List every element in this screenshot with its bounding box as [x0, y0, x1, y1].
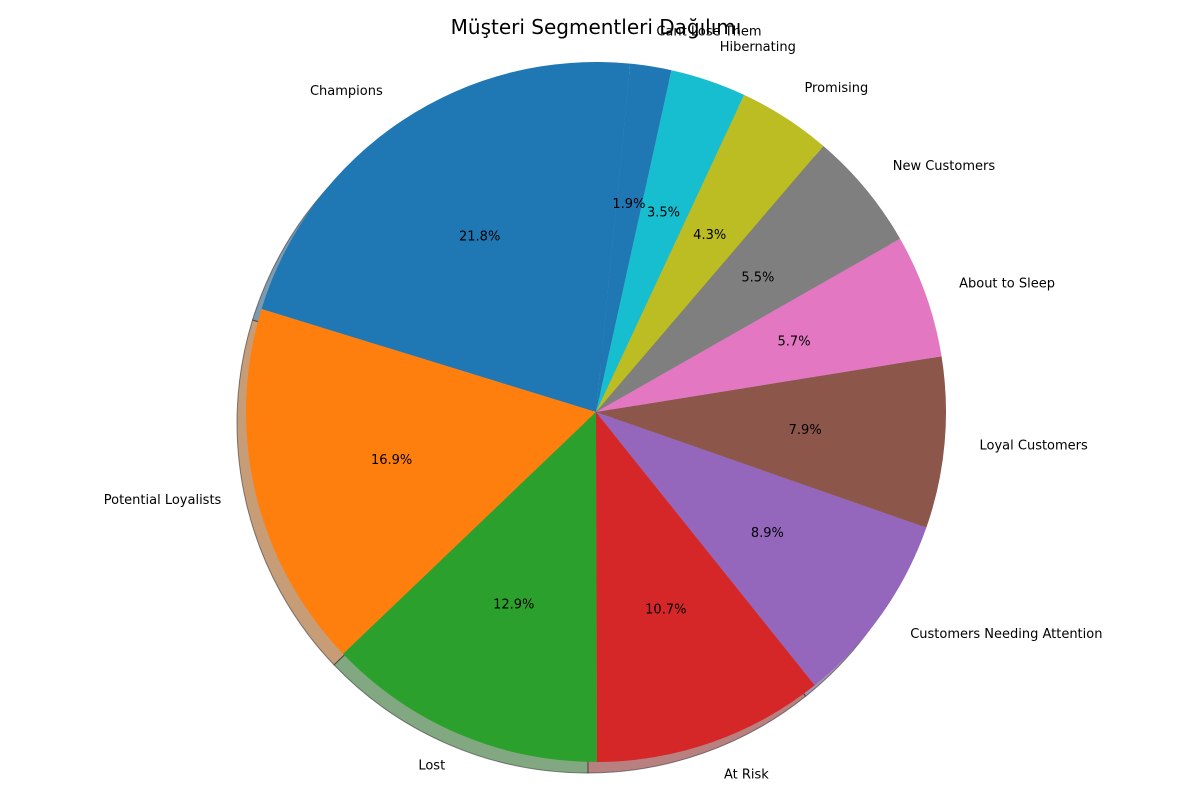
slice-pct-customers-needing-attention: 8.9% [751, 526, 784, 541]
slice-label-potential-loyalists: Potential Loyalists [104, 493, 222, 508]
slice-at-risk [596, 412, 815, 762]
slice-label-cant-lose-them: Cant Lose Them [656, 24, 761, 39]
slice-label-customers-needing-attention: Customers Needing Attention [910, 627, 1102, 642]
slice-loyal-customers [596, 356, 947, 528]
slice-label-new-customers: New Customers [893, 159, 996, 174]
slice-customers-needing-attention [596, 412, 927, 686]
slice-hibernating [596, 70, 745, 412]
slice-pct-about-to-sleep: 5.7% [778, 335, 811, 350]
slice-pct-potential-loyalists: 16.9% [371, 453, 412, 468]
slice-label-at-risk: At Risk [724, 768, 769, 783]
slice-about-to-sleep [596, 238, 942, 412]
slice-cant-lose-them [596, 63, 672, 413]
slice-pct-lost: 12.9% [493, 598, 534, 613]
slice-label-loyal-customers: Loyal Customers [980, 438, 1089, 453]
slice-champions [261, 62, 631, 412]
slice-pct-loyal-customers: 7.9% [789, 423, 822, 438]
slice-new-customers [596, 145, 901, 412]
pie-labels: Champions 21.8% Potential Loyalists 16.9% Lo… [104, 24, 1103, 782]
slice-pct-new-customers: 5.5% [741, 271, 774, 286]
slice-label-lost: Lost [418, 759, 445, 774]
slice-pct-cant-lose-them: 1.9% [612, 197, 645, 212]
chart-title: Müşteri Segmentleri Dağılımı [451, 15, 742, 39]
slice-lost [343, 412, 597, 763]
slice-pct-champions: 21.8% [459, 230, 500, 245]
slice-pct-promising: 4.3% [693, 228, 726, 243]
slice-label-champions: Champions [310, 84, 383, 99]
slice-pct-hibernating: 3.5% [647, 206, 680, 221]
pie-slices [246, 62, 947, 763]
slice-potential-loyalists [246, 308, 597, 654]
slice-label-promising: Promising [804, 81, 868, 96]
slice-pct-at-risk: 10.7% [645, 603, 686, 618]
slice-promising [596, 94, 824, 413]
slice-label-about-to-sleep: About to Sleep [959, 276, 1055, 291]
slice-label-hibernating: Hibernating [720, 40, 796, 55]
